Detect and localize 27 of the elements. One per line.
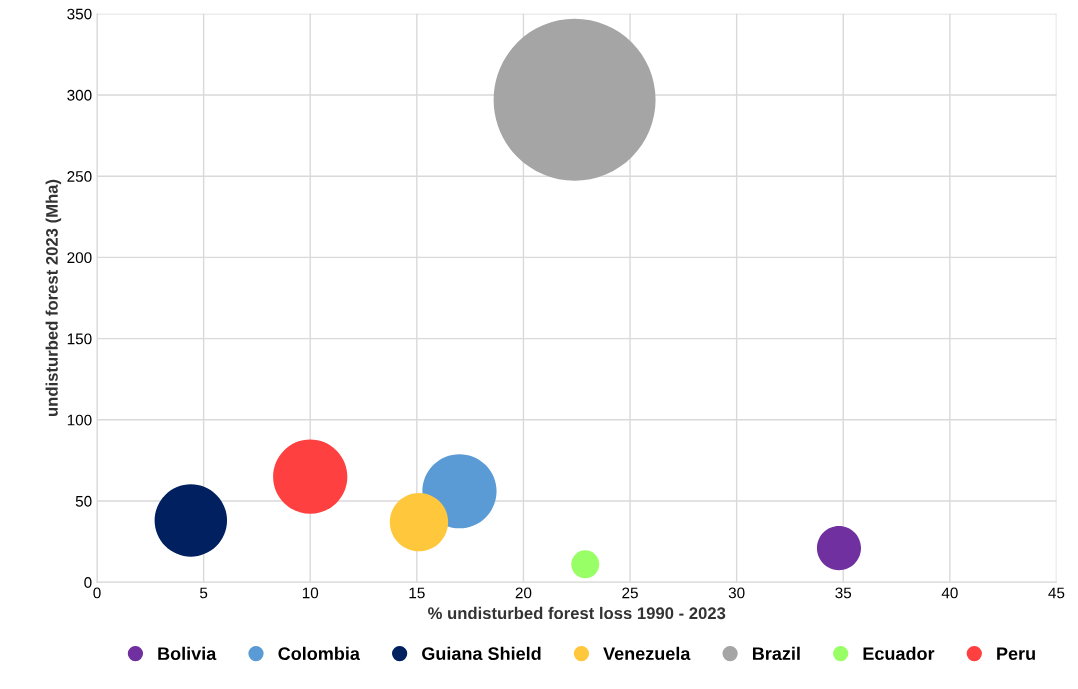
legend-label: Peru (997, 647, 1035, 661)
x-tick-label: 20 (515, 587, 532, 599)
x-tick-label: 45 (1048, 587, 1065, 599)
y-tick-label: 100 (67, 414, 92, 426)
x-tick-label: 5 (199, 587, 208, 599)
y-tick-label: 50 (75, 495, 92, 507)
x-tick-label: 40 (941, 587, 958, 599)
x-tick-label: 10 (302, 587, 319, 599)
legend-label: Bolivia (158, 646, 217, 661)
legend-label: Guiana Shield (422, 646, 541, 661)
x-tick-label: 35 (835, 587, 852, 599)
legend-label: Colombia (278, 646, 361, 661)
y-tick-label: 150 (67, 333, 92, 345)
legend-label: Ecuador (863, 646, 935, 661)
y-tick-label: 200 (67, 252, 92, 264)
y-tick-label: 250 (67, 171, 92, 182)
y-tick-label: 300 (67, 89, 92, 101)
legend-label: Brazil (752, 646, 800, 661)
x-axis-title: % undisturbed forest loss 1990 - 2023 (428, 606, 726, 620)
y-axis-title: undisturbed forest 2023 (Mha) (45, 179, 62, 416)
x-tick-label: 30 (728, 587, 745, 599)
x-tick-label: 25 (622, 587, 638, 599)
x-tick-label: 15 (409, 587, 425, 599)
y-tick-label: 350 (67, 8, 92, 20)
x-tick-label: 0 (93, 587, 101, 599)
y-tick-label: 0 (84, 577, 92, 588)
legend-label: Venezuela (603, 646, 691, 661)
